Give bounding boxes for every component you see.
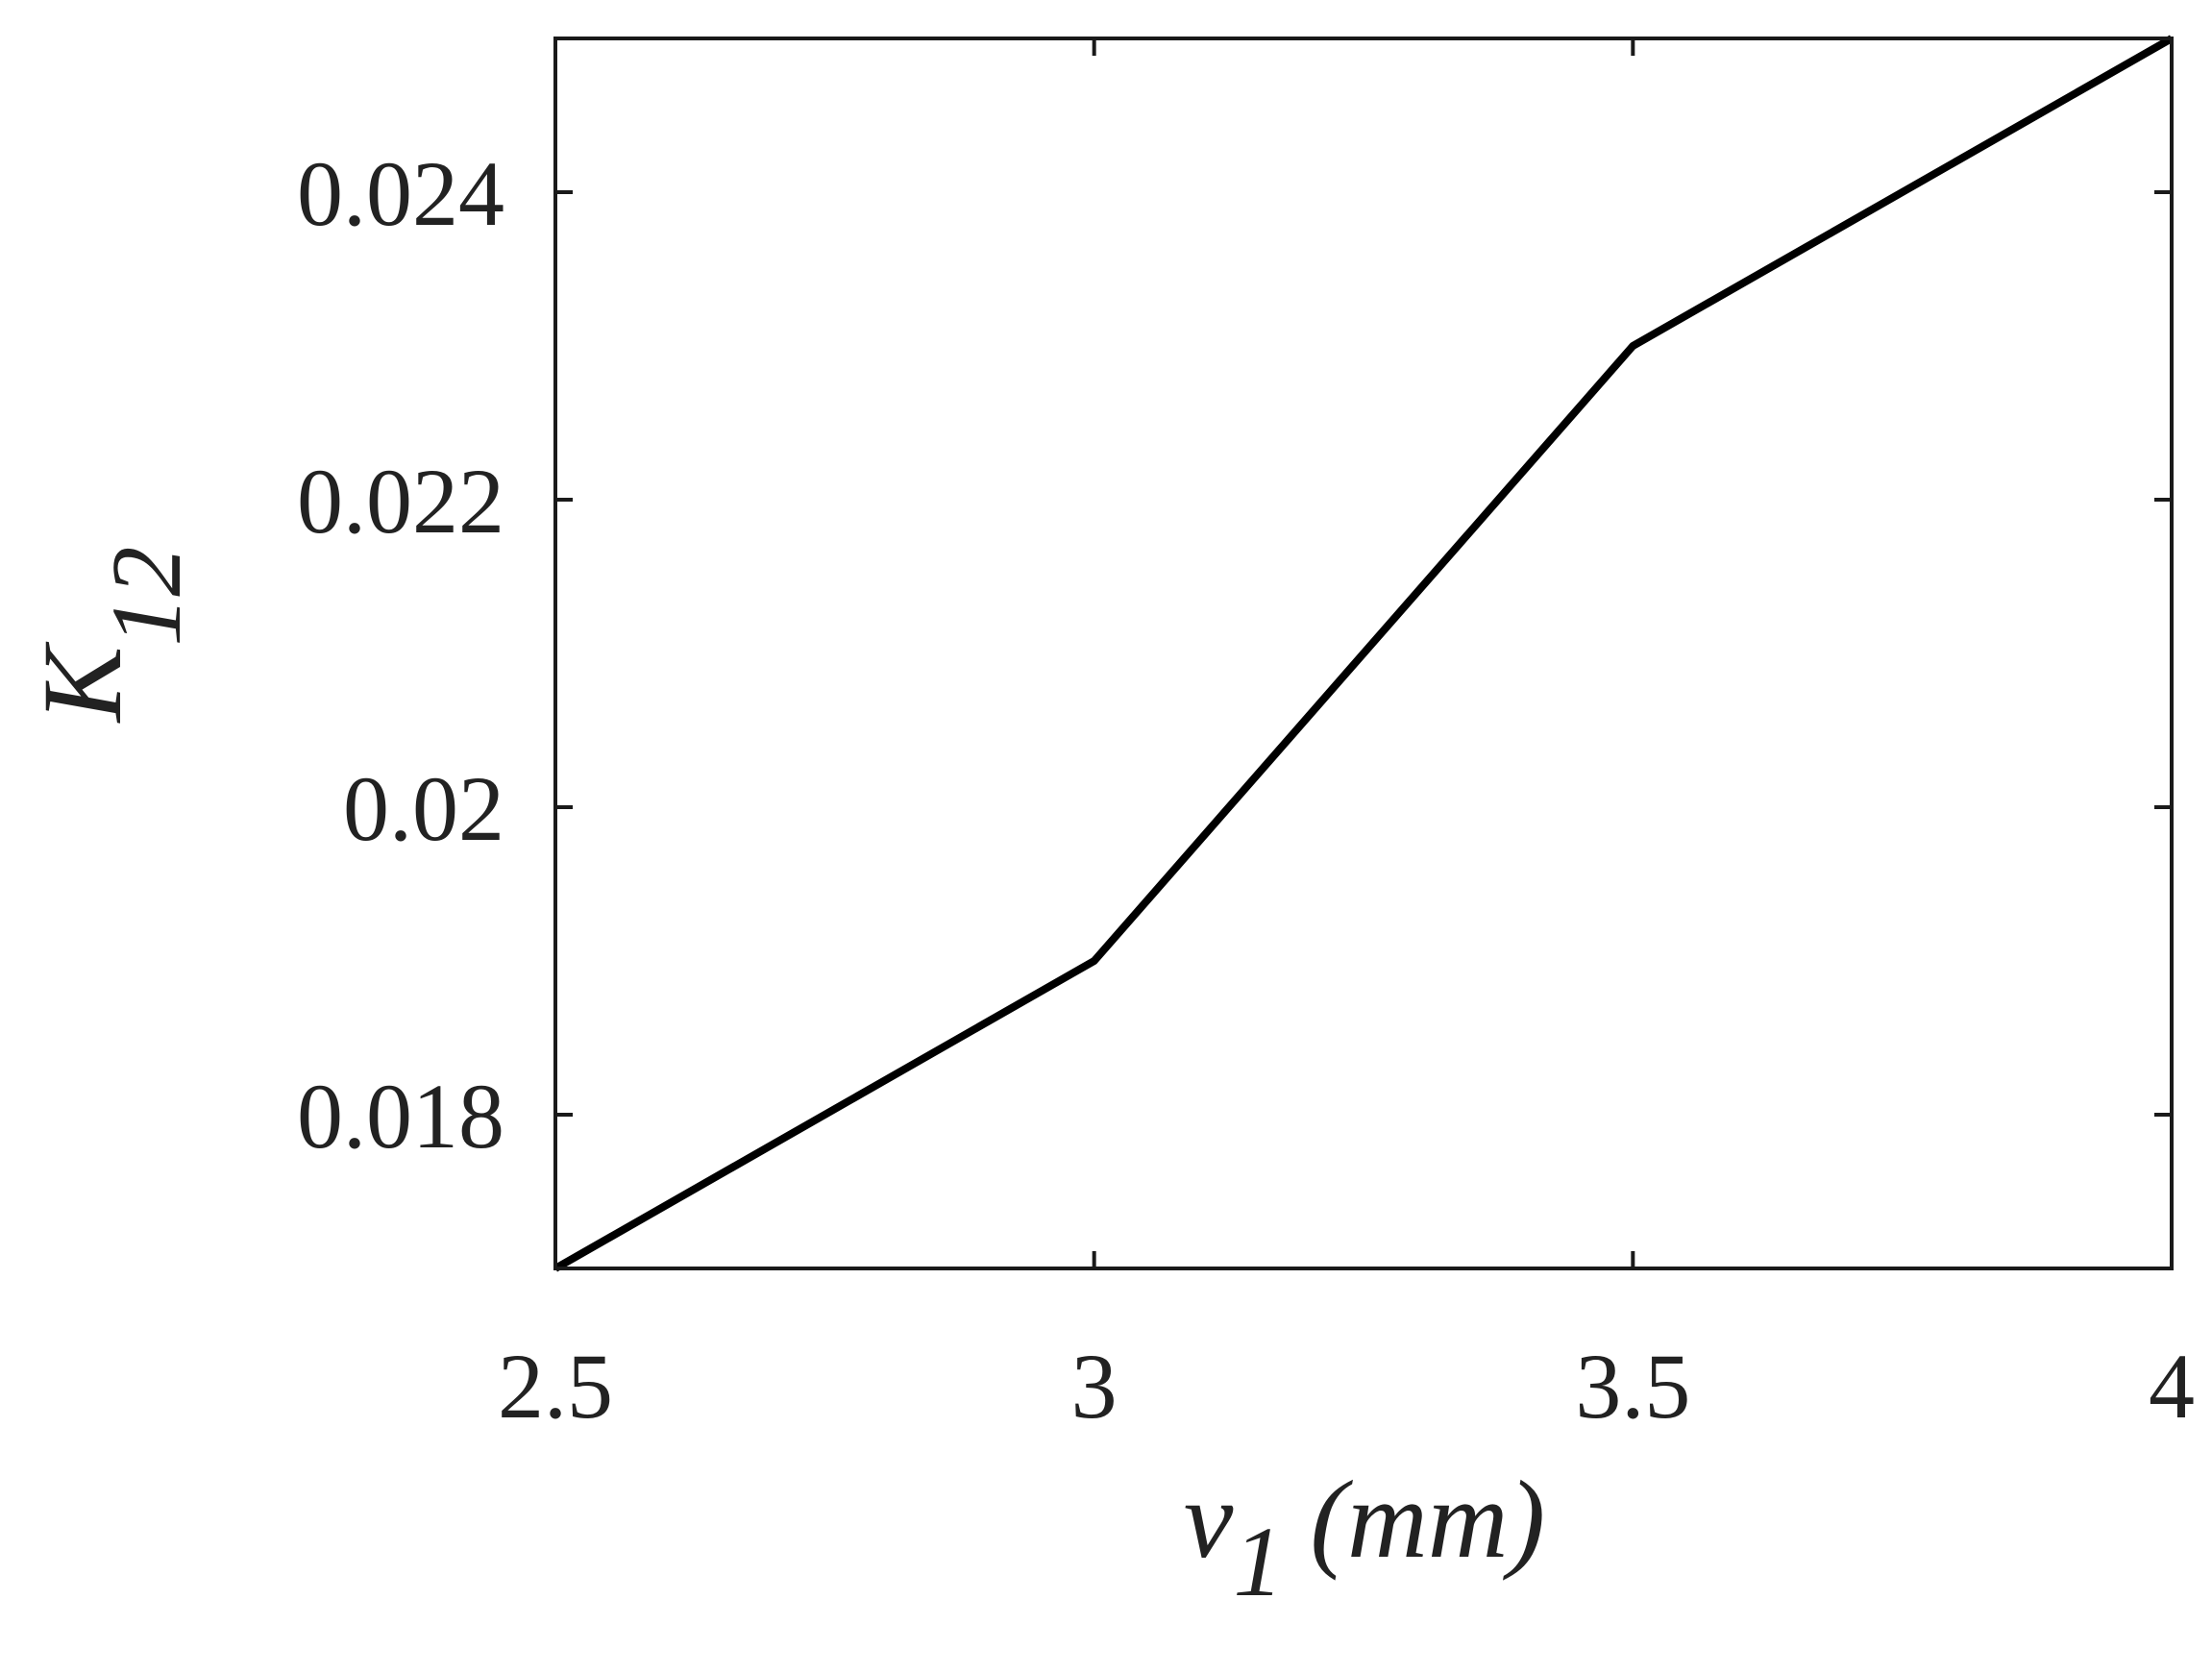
x-tick-label: 3 (1071, 1335, 1118, 1438)
y-axis-title: K12 (19, 547, 202, 725)
plot-frame (553, 37, 2174, 1270)
y-axis-title-main: K (19, 641, 145, 724)
y-axis-title-sub: 12 (91, 547, 202, 647)
x-tick-label: 4 (2149, 1335, 2195, 1438)
x-axis-title-main: v (1184, 1459, 1234, 1582)
x-axis-title-sub: 1 (1233, 1507, 1283, 1617)
y-tick-label: 0.022 (297, 450, 504, 553)
ticks-layer (553, 38, 2174, 1268)
series-layer (553, 35, 2174, 1272)
series-line (553, 35, 2174, 1272)
x-tick-label: 3.5 (1575, 1335, 1690, 1438)
x-tick-label: 2.5 (498, 1335, 613, 1438)
y-tick-label: 0.024 (297, 142, 504, 245)
x-axis-title-unit: (mm) (1310, 1459, 1545, 1582)
x-axis-title: v1 (mm) (1184, 1459, 1545, 1617)
y-tick-labels: 0.018 0.02 0.022 0.024 (297, 142, 504, 1168)
y-tick-label: 0.018 (297, 1065, 504, 1168)
y-tick-label: 0.02 (343, 757, 504, 860)
x-tick-labels: 2.5 3 3.5 4 (498, 1335, 2195, 1438)
